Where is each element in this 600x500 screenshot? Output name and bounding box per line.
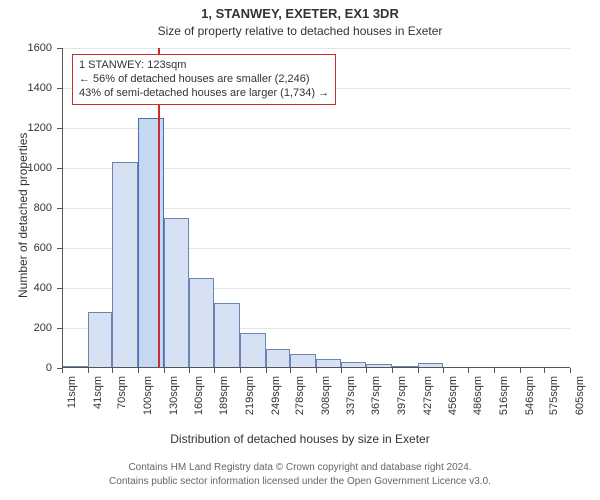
x-tick-label: 516sqm xyxy=(498,376,510,436)
x-tick-mark xyxy=(316,368,317,373)
histogram-bar xyxy=(164,218,190,368)
x-tick-mark xyxy=(520,368,521,373)
y-axis-label: Number of detached properties xyxy=(16,132,30,297)
y-tick-mark xyxy=(57,88,62,89)
y-axis-line xyxy=(62,48,63,368)
histogram-bar xyxy=(240,333,266,368)
x-tick-label: 189sqm xyxy=(218,376,230,436)
histogram-bar xyxy=(112,162,138,368)
x-tick-label: 427sqm xyxy=(422,376,434,436)
x-tick-mark xyxy=(468,368,469,373)
x-tick-mark xyxy=(214,368,215,373)
x-tick-mark xyxy=(341,368,342,373)
histogram-bar xyxy=(189,278,214,368)
x-tick-label: 337sqm xyxy=(345,376,357,436)
y-tick-label: 1200 xyxy=(0,122,52,134)
histogram-bar xyxy=(290,354,316,368)
x-tick-label: 605sqm xyxy=(574,376,586,436)
x-tick-mark xyxy=(88,368,89,373)
y-tick-mark xyxy=(57,208,62,209)
y-tick-label: 1000 xyxy=(0,162,52,174)
x-tick-label: 100sqm xyxy=(142,376,154,436)
annotation-line-2: ← 56% of detached houses are smaller (2,… xyxy=(79,73,329,87)
x-tick-label: 219sqm xyxy=(244,376,256,436)
x-tick-mark xyxy=(443,368,444,373)
x-tick-label: 130sqm xyxy=(168,376,180,436)
y-tick-label: 400 xyxy=(0,282,52,294)
x-tick-label: 546sqm xyxy=(524,376,536,436)
x-tick-label: 70sqm xyxy=(116,376,128,436)
x-tick-mark xyxy=(62,368,63,373)
y-tick-label: 200 xyxy=(0,322,52,334)
y-tick-label: 1600 xyxy=(0,42,52,54)
y-tick-mark xyxy=(57,48,62,49)
x-tick-label: 456sqm xyxy=(447,376,459,436)
x-tick-mark xyxy=(164,368,165,373)
annotation-line-3: 43% of semi-detached houses are larger (… xyxy=(79,87,329,101)
x-tick-label: 308sqm xyxy=(320,376,332,436)
chart-subtitle: Size of property relative to detached ho… xyxy=(0,24,600,38)
chart-container: 1, STANWEY, EXETER, EX1 3DR Size of prop… xyxy=(0,0,600,500)
x-tick-label: 278sqm xyxy=(294,376,306,436)
y-tick-label: 1400 xyxy=(0,82,52,94)
histogram-bar xyxy=(214,303,240,368)
x-tick-mark xyxy=(189,368,190,373)
x-tick-mark xyxy=(570,368,571,373)
histogram-bar xyxy=(88,312,113,368)
x-tick-label: 575sqm xyxy=(548,376,560,436)
chart-title: 1, STANWEY, EXETER, EX1 3DR xyxy=(0,6,600,21)
x-axis-label: Distribution of detached houses by size … xyxy=(0,432,600,446)
y-tick-mark xyxy=(57,248,62,249)
x-tick-label: 160sqm xyxy=(193,376,205,436)
y-tick-label: 0 xyxy=(0,362,52,374)
x-tick-label: 486sqm xyxy=(472,376,484,436)
x-tick-mark xyxy=(392,368,393,373)
x-tick-label: 11sqm xyxy=(66,376,78,436)
x-tick-mark xyxy=(290,368,291,373)
x-tick-mark xyxy=(366,368,367,373)
x-tick-label: 397sqm xyxy=(396,376,408,436)
x-tick-mark xyxy=(494,368,495,373)
annotation-line-1: 1 STANWEY: 123sqm xyxy=(79,59,329,73)
y-tick-mark xyxy=(57,288,62,289)
x-tick-label: 367sqm xyxy=(370,376,382,436)
histogram-bar xyxy=(138,118,164,368)
x-tick-label: 41sqm xyxy=(92,376,104,436)
y-tick-label: 800 xyxy=(0,202,52,214)
x-tick-mark xyxy=(418,368,419,373)
x-tick-mark xyxy=(266,368,267,373)
x-tick-mark xyxy=(240,368,241,373)
y-tick-mark xyxy=(57,128,62,129)
y-tick-label: 600 xyxy=(0,242,52,254)
annotation-box: 1 STANWEY: 123sqm ← 56% of detached hous… xyxy=(72,54,336,105)
footer-line-2: Contains public sector information licen… xyxy=(0,476,600,487)
y-tick-mark xyxy=(57,328,62,329)
gridline xyxy=(62,48,570,49)
footer-line-1: Contains HM Land Registry data © Crown c… xyxy=(0,462,600,473)
x-tick-mark xyxy=(112,368,113,373)
y-tick-mark xyxy=(57,168,62,169)
x-tick-mark xyxy=(138,368,139,373)
x-tick-label: 249sqm xyxy=(270,376,282,436)
histogram-bar xyxy=(266,349,291,368)
x-tick-mark xyxy=(544,368,545,373)
